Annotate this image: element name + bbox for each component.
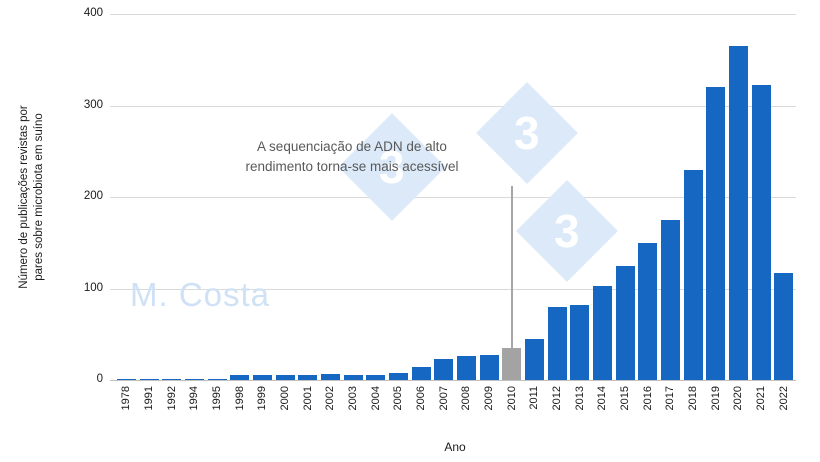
x-tick-label: 2021	[755, 386, 767, 411]
x-tick-label: 1998	[233, 386, 246, 411]
bar-2008	[456, 356, 476, 380]
x-tick-label: 2022	[777, 386, 790, 411]
x-tick-label: 2009	[483, 386, 495, 411]
grid-line	[110, 197, 796, 198]
x-tick-label: 2016	[641, 386, 654, 411]
bar-1991	[139, 379, 159, 380]
bar-2003	[343, 375, 363, 380]
x-tick-label: 2014	[596, 386, 609, 411]
bar-2006	[411, 367, 431, 380]
x-tick-label: 2005	[392, 386, 405, 411]
annotation-text: A sequenciação de ADN de alto rendimento…	[182, 137, 522, 177]
y-tick-label: 0	[96, 373, 103, 385]
bar-2012	[547, 306, 567, 380]
bar-1992	[162, 379, 182, 380]
annotation-line	[510, 186, 513, 348]
watermark-author: M. Costa	[130, 276, 271, 313]
y-tick-label: 400	[83, 7, 103, 19]
y-axis-label-line1: Número de publicações revistas por	[18, 105, 30, 289]
x-tick-label: 2008	[460, 386, 473, 411]
y-axis-label-line2: pares sobre microbiota em suíno	[33, 113, 45, 281]
x-tick-label: 2002	[324, 386, 337, 411]
bar-1978	[116, 379, 136, 380]
bar-2020	[728, 46, 748, 380]
bar-2017	[660, 219, 680, 380]
x-tick-label: 2010	[505, 386, 518, 411]
x-tick-label: 2001	[301, 386, 314, 411]
bar-2009	[479, 355, 499, 380]
x-tick-label: 1999	[256, 386, 269, 411]
bar-2014	[592, 285, 612, 380]
x-tick-label: 2018	[687, 386, 699, 411]
annotation-text-line1: A sequenciação de ADN de alto	[257, 139, 447, 154]
bar-2015	[615, 265, 635, 380]
x-tick-label: 2004	[369, 386, 382, 411]
bar-2018	[683, 169, 703, 380]
y-tick-label: 200	[83, 190, 103, 202]
y-tick-label: 100	[83, 281, 103, 294]
x-tick-label: 1991	[143, 386, 155, 411]
x-axis-label: Ano	[444, 440, 466, 454]
x-tick-label: 1978	[120, 386, 133, 411]
x-tick-label: 2007	[437, 386, 450, 411]
bar-1998	[230, 375, 250, 380]
bar-2002	[320, 373, 340, 380]
bar-1995	[207, 379, 227, 380]
bar-2001	[298, 375, 318, 380]
grid-line	[110, 380, 796, 381]
grid-line	[110, 288, 796, 290]
x-tick-label: 1995	[211, 386, 223, 411]
x-tick-label: 2011	[528, 386, 541, 410]
x-tick-label: 2019	[709, 386, 722, 411]
y-tick-label: 300	[83, 98, 103, 111]
grid-line	[110, 105, 796, 107]
bar-2013	[570, 304, 590, 380]
watermark-diamond-icon: 3	[516, 180, 618, 282]
bar-2000	[275, 375, 295, 380]
x-tick-label: 2013	[573, 386, 586, 411]
x-tick-label: 2003	[347, 386, 359, 411]
bar-2016	[638, 242, 658, 380]
bar-2004	[366, 375, 386, 380]
bar-2022	[774, 272, 794, 380]
bar-2019	[706, 87, 726, 380]
grid-line	[110, 14, 796, 15]
x-tick-label: 1994	[188, 386, 201, 411]
x-tick-label: 2006	[415, 386, 427, 411]
bar-1994	[184, 379, 204, 380]
bar-2021	[751, 85, 771, 380]
x-tick-label: 2015	[619, 386, 631, 411]
x-tick-label: 1992	[165, 386, 178, 411]
x-tick-label: 2017	[664, 386, 677, 411]
x-tick-label: 2020	[732, 386, 745, 411]
bar-2010	[502, 347, 522, 380]
bar-1999	[252, 375, 272, 380]
y-axis-label: Número de publicações revistas por pares…	[17, 27, 47, 367]
bar-2005	[388, 372, 408, 380]
annotation-text-line2: rendimento torna-se mais acessível	[245, 159, 459, 174]
bar-2011	[524, 338, 544, 380]
x-tick-label: 2012	[551, 386, 563, 411]
bar-2007	[434, 358, 454, 380]
x-tick-label: 2000	[279, 386, 291, 411]
